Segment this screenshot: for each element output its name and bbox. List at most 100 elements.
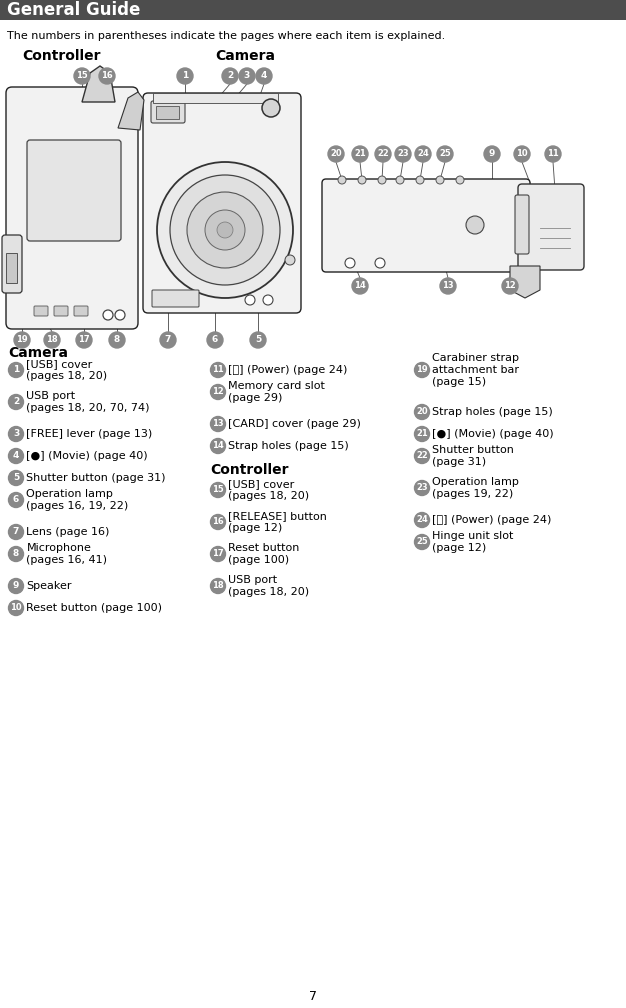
Text: 7: 7 bbox=[165, 336, 171, 345]
Circle shape bbox=[437, 146, 453, 162]
FancyBboxPatch shape bbox=[322, 179, 530, 272]
Circle shape bbox=[44, 332, 60, 348]
Circle shape bbox=[285, 255, 295, 265]
Circle shape bbox=[375, 146, 391, 162]
Circle shape bbox=[239, 68, 255, 84]
Text: Carabiner strap
attachment bar
(page 15): Carabiner strap attachment bar (page 15) bbox=[433, 353, 520, 387]
Circle shape bbox=[160, 332, 176, 348]
FancyBboxPatch shape bbox=[153, 93, 278, 103]
Circle shape bbox=[210, 546, 225, 561]
Polygon shape bbox=[118, 92, 144, 130]
Circle shape bbox=[210, 363, 225, 378]
Text: 11: 11 bbox=[547, 149, 559, 158]
Text: 21: 21 bbox=[416, 429, 428, 438]
Text: 25: 25 bbox=[416, 537, 428, 546]
Text: 24: 24 bbox=[417, 149, 429, 158]
FancyBboxPatch shape bbox=[143, 93, 301, 313]
FancyBboxPatch shape bbox=[34, 306, 48, 316]
Circle shape bbox=[9, 579, 24, 594]
Text: 21: 21 bbox=[354, 149, 366, 158]
Text: [RELEASE] button
(page 12): [RELEASE] button (page 12) bbox=[228, 511, 327, 533]
Text: 18: 18 bbox=[212, 582, 224, 591]
Text: 13: 13 bbox=[212, 419, 224, 428]
Circle shape bbox=[414, 363, 429, 378]
Text: General Guide: General Guide bbox=[7, 1, 140, 19]
Circle shape bbox=[352, 278, 368, 294]
Text: [●] (Movie) (page 40): [●] (Movie) (page 40) bbox=[433, 429, 554, 439]
Circle shape bbox=[345, 258, 355, 268]
Circle shape bbox=[414, 404, 429, 419]
Text: 7: 7 bbox=[309, 990, 317, 1003]
Circle shape bbox=[375, 258, 385, 268]
Circle shape bbox=[245, 295, 255, 305]
Circle shape bbox=[440, 278, 456, 294]
Circle shape bbox=[9, 426, 24, 442]
Text: Reset button (page 100): Reset button (page 100) bbox=[26, 603, 163, 613]
Circle shape bbox=[210, 579, 225, 594]
Text: Camera: Camera bbox=[215, 49, 275, 62]
Circle shape bbox=[170, 175, 280, 285]
Text: Shutter button
(page 31): Shutter button (page 31) bbox=[433, 445, 515, 467]
FancyBboxPatch shape bbox=[518, 184, 584, 270]
Circle shape bbox=[9, 546, 24, 561]
Text: [USB] cover
(pages 18, 20): [USB] cover (pages 18, 20) bbox=[228, 479, 310, 501]
Polygon shape bbox=[82, 66, 115, 102]
Text: 13: 13 bbox=[442, 281, 454, 290]
Text: 6: 6 bbox=[212, 336, 218, 345]
Text: Memory card slot
(page 29): Memory card slot (page 29) bbox=[228, 381, 326, 403]
Text: 23: 23 bbox=[416, 484, 428, 493]
Circle shape bbox=[205, 210, 245, 250]
Text: 3: 3 bbox=[13, 429, 19, 438]
Text: 16: 16 bbox=[101, 72, 113, 81]
Text: 2: 2 bbox=[227, 72, 233, 81]
Text: 25: 25 bbox=[439, 149, 451, 158]
Text: Hinge unit slot
(page 12): Hinge unit slot (page 12) bbox=[433, 531, 514, 553]
Circle shape bbox=[9, 601, 24, 616]
Circle shape bbox=[414, 512, 429, 527]
Circle shape bbox=[256, 68, 272, 84]
Text: 20: 20 bbox=[330, 149, 342, 158]
Text: [⏻] (Power) (page 24): [⏻] (Power) (page 24) bbox=[433, 515, 552, 525]
Circle shape bbox=[99, 68, 115, 84]
Text: Lens (page 16): Lens (page 16) bbox=[26, 527, 110, 537]
Polygon shape bbox=[510, 266, 540, 298]
Text: USB port
(pages 18, 20): USB port (pages 18, 20) bbox=[228, 575, 310, 597]
FancyBboxPatch shape bbox=[152, 290, 199, 307]
Circle shape bbox=[262, 99, 280, 117]
Circle shape bbox=[210, 514, 225, 529]
Circle shape bbox=[177, 68, 193, 84]
Text: 1: 1 bbox=[13, 366, 19, 375]
Text: 1: 1 bbox=[182, 72, 188, 81]
Text: 10: 10 bbox=[516, 149, 528, 158]
Text: 12: 12 bbox=[212, 387, 224, 396]
Text: 9: 9 bbox=[489, 149, 495, 158]
Text: 5: 5 bbox=[13, 474, 19, 483]
Circle shape bbox=[9, 449, 24, 464]
Circle shape bbox=[545, 146, 561, 162]
Circle shape bbox=[414, 481, 429, 496]
Circle shape bbox=[502, 278, 518, 294]
Circle shape bbox=[210, 438, 225, 454]
Text: 18: 18 bbox=[46, 336, 58, 345]
FancyBboxPatch shape bbox=[74, 306, 88, 316]
Circle shape bbox=[115, 310, 125, 320]
Text: 3: 3 bbox=[244, 72, 250, 81]
Text: 4: 4 bbox=[13, 452, 19, 461]
Text: 5: 5 bbox=[255, 336, 261, 345]
Circle shape bbox=[76, 332, 92, 348]
Circle shape bbox=[414, 426, 429, 442]
Text: [●] (Movie) (page 40): [●] (Movie) (page 40) bbox=[26, 451, 148, 461]
Circle shape bbox=[466, 216, 484, 234]
Text: Shutter button (page 31): Shutter button (page 31) bbox=[26, 473, 166, 483]
Text: 22: 22 bbox=[377, 149, 389, 158]
Circle shape bbox=[210, 384, 225, 399]
Text: 7: 7 bbox=[13, 527, 19, 536]
Circle shape bbox=[9, 363, 24, 378]
Circle shape bbox=[414, 534, 429, 549]
Text: 15: 15 bbox=[212, 486, 224, 495]
Text: Strap holes (page 15): Strap holes (page 15) bbox=[433, 407, 553, 417]
Circle shape bbox=[514, 146, 530, 162]
FancyBboxPatch shape bbox=[27, 140, 121, 241]
Text: Camera: Camera bbox=[8, 346, 68, 360]
Text: 8: 8 bbox=[13, 549, 19, 558]
